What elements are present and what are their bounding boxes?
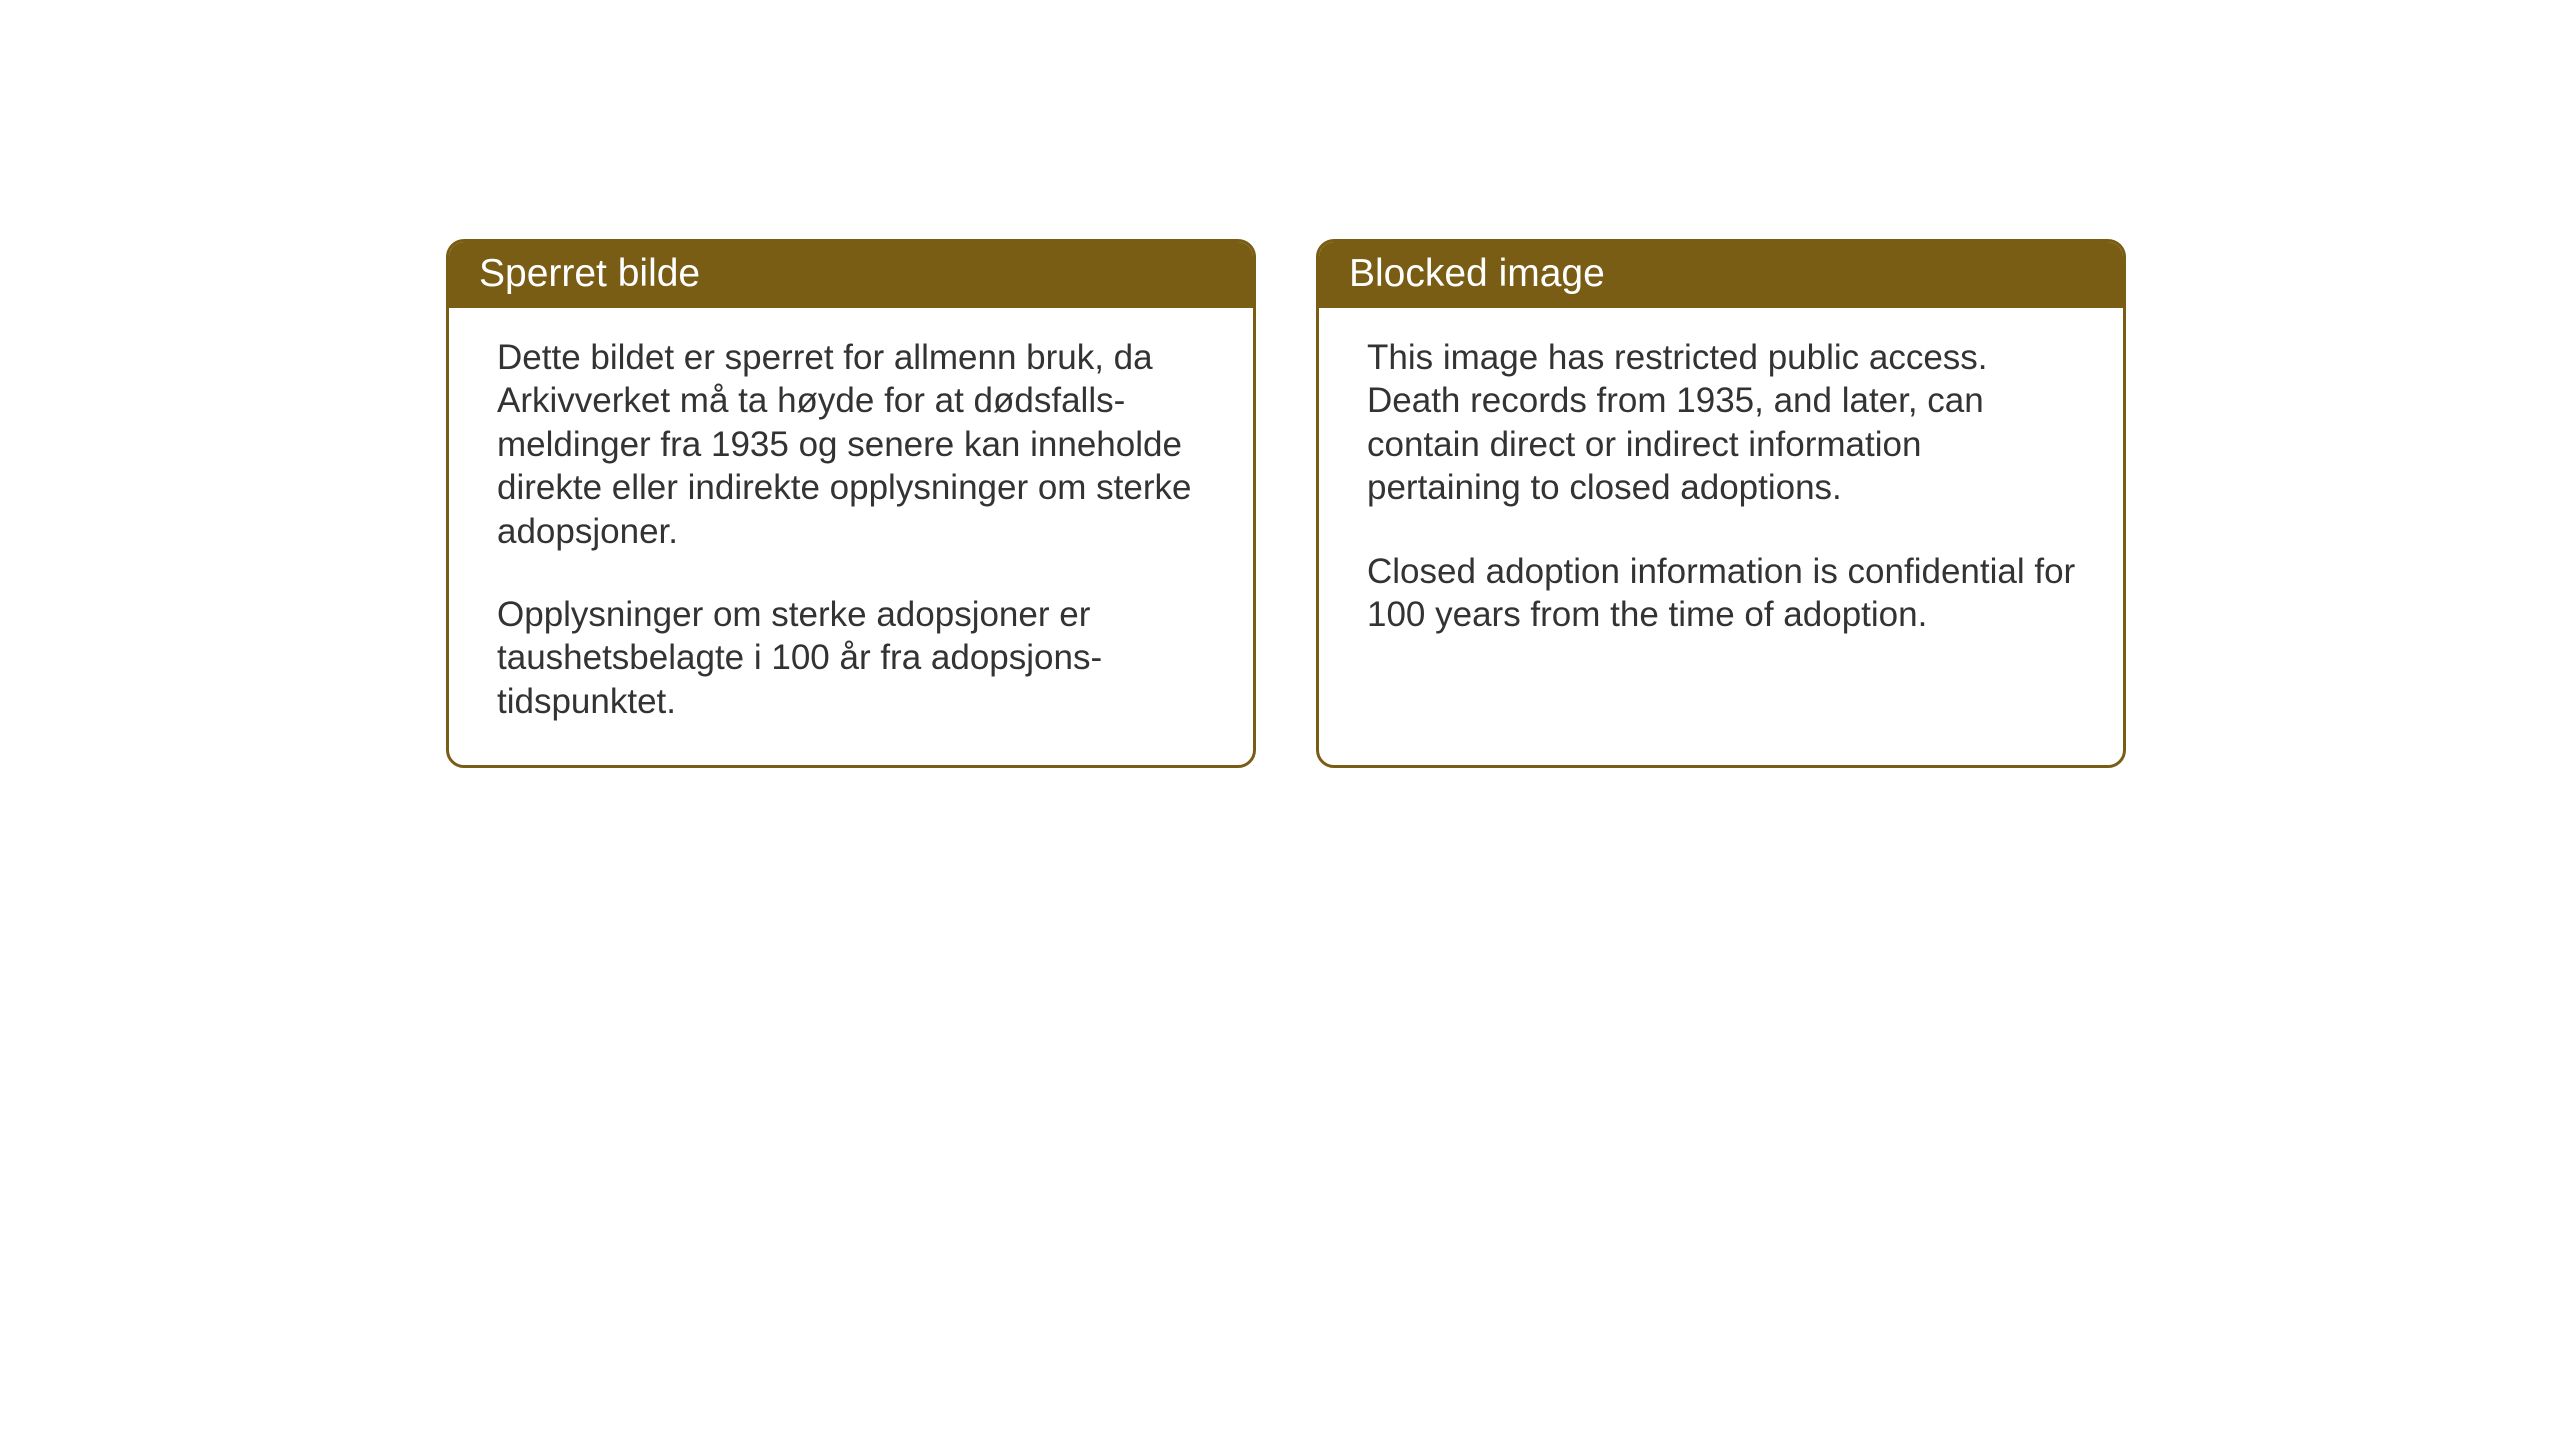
notice-container: Sperret bilde Dette bildet er sperret fo… <box>446 239 2126 768</box>
paragraph-2-norwegian: Opplysninger om sterke adopsjoner er tau… <box>497 593 1213 723</box>
paragraph-1-english: This image has restricted public access.… <box>1367 336 2083 510</box>
card-body-english: This image has restricted public access.… <box>1319 308 2123 722</box>
paragraph-2-english: Closed adoption information is confident… <box>1367 550 2083 637</box>
card-body-norwegian: Dette bildet er sperret for allmenn bruk… <box>449 308 1253 765</box>
card-title-norwegian: Sperret bilde <box>479 252 700 295</box>
card-title-english: Blocked image <box>1349 252 1605 295</box>
card-header-english: Blocked image <box>1319 242 2123 308</box>
notice-card-norwegian: Sperret bilde Dette bildet er sperret fo… <box>446 239 1256 768</box>
card-header-norwegian: Sperret bilde <box>449 242 1253 308</box>
paragraph-1-norwegian: Dette bildet er sperret for allmenn bruk… <box>497 336 1213 553</box>
notice-card-english: Blocked image This image has restricted … <box>1316 239 2126 768</box>
